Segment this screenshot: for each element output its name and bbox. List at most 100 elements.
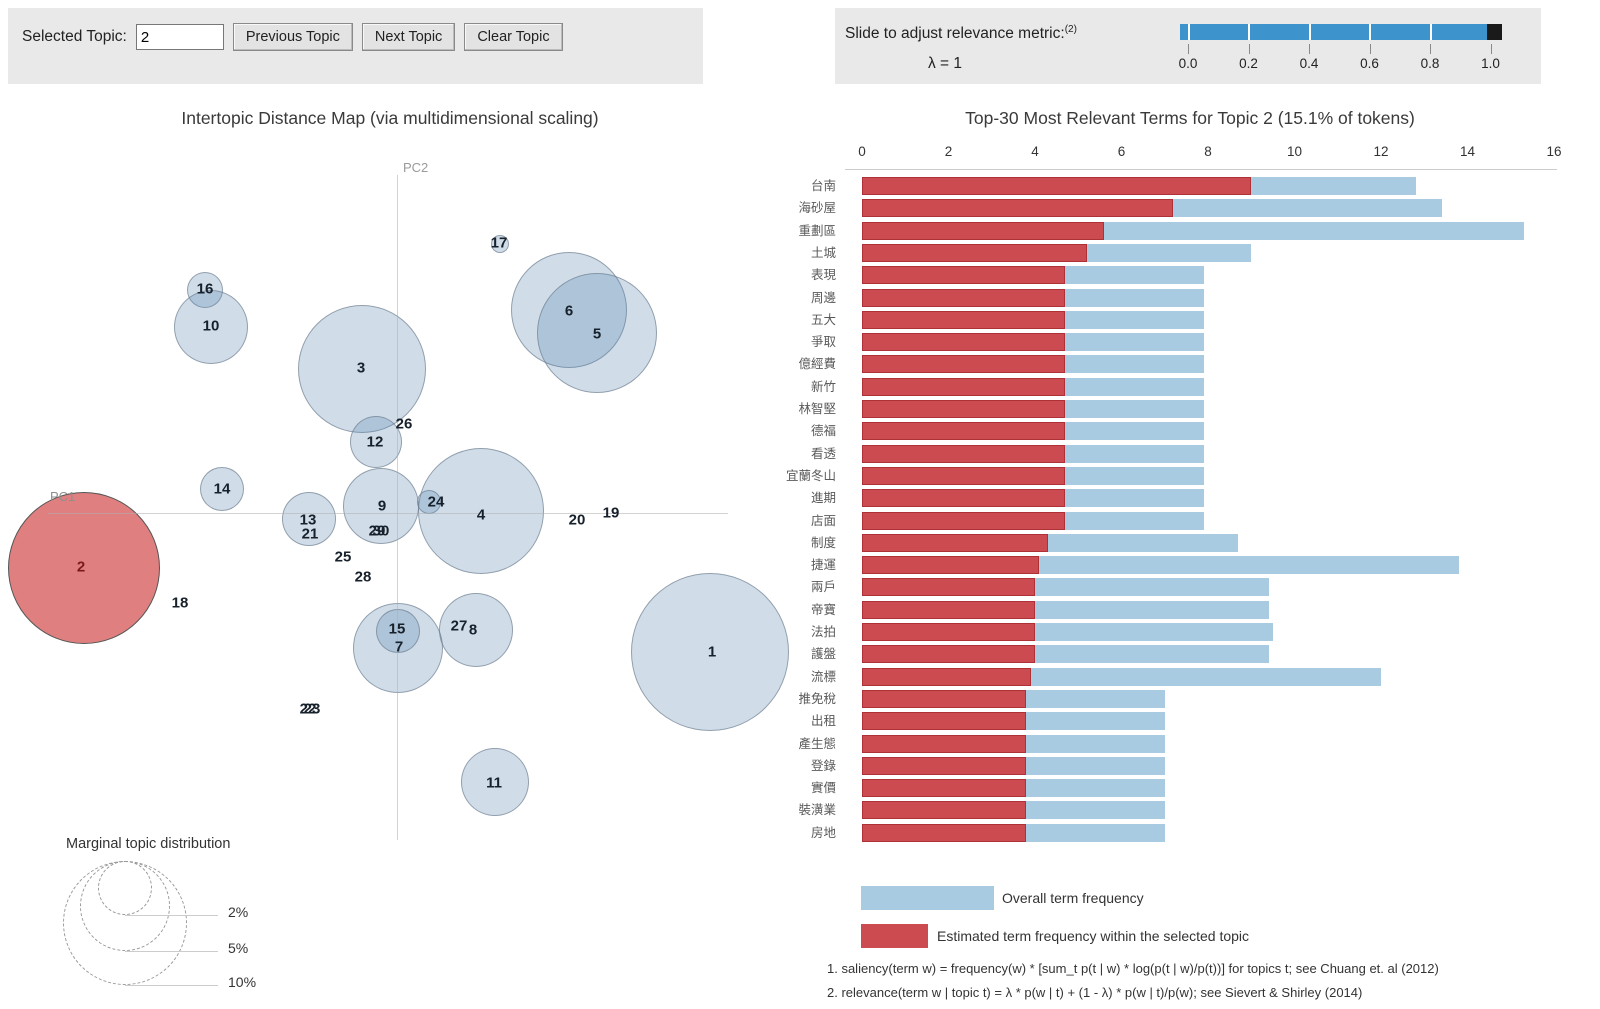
topic-bar-23[interactable] (862, 667, 1031, 686)
slider-segment-divider-0 (1188, 24, 1190, 40)
topic-bar-7[interactable] (862, 310, 1066, 329)
topic-bar-8[interactable] (862, 333, 1066, 352)
topic-bubble-8[interactable] (439, 593, 513, 667)
topic-bubble-2[interactable] (8, 492, 160, 644)
slider-tick-mark-0.0 (1188, 44, 1189, 54)
topic-bar-12[interactable] (862, 422, 1066, 441)
topic-bar-15[interactable] (862, 489, 1066, 508)
term-label-28[interactable]: 實價 (810, 781, 836, 796)
topic-label-29: 29 (368, 522, 386, 540)
slider-segment-divider-3 (1369, 24, 1371, 40)
topic-bubble-12[interactable] (350, 416, 402, 468)
slider-tick-label-0.2: 0.2 (1239, 56, 1258, 71)
topic-bar-2[interactable] (862, 199, 1174, 218)
term-label-29[interactable]: 裝潢業 (798, 803, 836, 818)
term-label-24[interactable]: 推免稅 (798, 691, 836, 706)
topic-bubble-11[interactable] (461, 748, 529, 816)
term-label-10[interactable]: 新竹 (810, 379, 836, 394)
term-label-20[interactable]: 帝寶 (810, 602, 836, 617)
topic-bar-29[interactable] (862, 801, 1027, 820)
term-label-6[interactable]: 周邊 (810, 290, 836, 305)
topic-bar-24[interactable] (862, 689, 1027, 708)
term-label-15[interactable]: 進期 (810, 491, 836, 506)
slider-handle[interactable] (1487, 24, 1502, 40)
term-label-18[interactable]: 捷運 (810, 558, 836, 573)
term-label-8[interactable]: 爭取 (810, 335, 836, 350)
term-label-14[interactable]: 宜蘭冬山 (785, 468, 836, 483)
term-label-9[interactable]: 億經費 (798, 357, 836, 372)
topic-bar-19[interactable] (862, 578, 1035, 597)
topic-bar-4[interactable] (862, 243, 1087, 262)
term-label-23[interactable]: 流標 (810, 669, 836, 684)
topic-label-25: 25 (334, 548, 352, 566)
term-label-25[interactable]: 出租 (810, 714, 836, 729)
topic-bubble-15[interactable] (376, 609, 420, 653)
topic-bar-3[interactable] (862, 221, 1105, 240)
topic-bubble-14[interactable] (200, 467, 244, 511)
term-label-22[interactable]: 護盤 (810, 647, 836, 662)
intertopic-map-title: Intertopic Distance Map (via multidimens… (181, 108, 599, 128)
overall-frequency-swatch (861, 886, 994, 910)
topic-bubble-5[interactable] (537, 273, 657, 393)
term-label-4[interactable]: 土城 (810, 245, 836, 260)
topic-bar-6[interactable] (862, 288, 1066, 307)
topic-bubble-13[interactable] (282, 492, 336, 546)
topic-bar-18[interactable] (862, 556, 1040, 575)
slider-tick-mark-0.8 (1430, 44, 1431, 54)
legend-label-5pct: 5% (228, 940, 249, 956)
overall-frequency-label: Overall term frequency (1002, 890, 1144, 906)
term-label-30[interactable]: 房地 (810, 825, 836, 840)
term-label-26[interactable]: 產生態 (798, 736, 836, 751)
term-label-16[interactable]: 店面 (810, 513, 836, 528)
topic-bar-30[interactable] (862, 823, 1027, 842)
topic-bar-10[interactable] (862, 377, 1066, 396)
selected-frequency-label: Estimated term frequency within the sele… (937, 928, 1250, 944)
term-label-12[interactable]: 德福 (810, 424, 836, 439)
previous-topic-button[interactable]: Previous Topic (232, 23, 353, 51)
topic-bar-25[interactable] (862, 712, 1027, 731)
topic-bar-20[interactable] (862, 600, 1035, 619)
topic-bar-27[interactable] (862, 756, 1027, 775)
topic-bar-11[interactable] (862, 400, 1066, 418)
topic-bubble-3[interactable] (298, 305, 426, 433)
topic-label-8: 8 (468, 621, 478, 639)
topic-bar-9[interactable] (862, 355, 1066, 374)
next-topic-button[interactable]: Next Topic (361, 23, 456, 51)
topic-bar-13[interactable] (862, 444, 1066, 463)
lambda-value: λ = 1 (928, 55, 963, 72)
term-label-7[interactable]: 五大 (810, 312, 836, 327)
topic-bar-14[interactable] (862, 466, 1066, 485)
topic-label-14: 14 (213, 480, 231, 498)
term-label-27[interactable]: 登錄 (810, 758, 836, 773)
legend-line-5pct (125, 951, 218, 952)
topic-bubble-1[interactable] (631, 573, 789, 731)
topic-bubble-17[interactable] (491, 235, 509, 253)
bar-xtick-8: 8 (1204, 144, 1212, 159)
topic-bubble-10[interactable] (174, 290, 248, 364)
topic-bar-5[interactable] (862, 266, 1066, 285)
term-label-3[interactable]: 重劃區 (798, 223, 836, 238)
selected-topic-input[interactable] (135, 24, 224, 50)
term-label-1[interactable]: 台南 (810, 179, 836, 193)
term-label-21[interactable]: 法拍 (810, 625, 836, 639)
term-label-11[interactable]: 林智堅 (798, 402, 836, 416)
relevance-slider-track[interactable] (1180, 24, 1502, 40)
term-label-19[interactable]: 兩戶 (810, 580, 836, 595)
topic-label-24: 24 (427, 493, 445, 511)
topic-bar-22[interactable] (862, 645, 1035, 664)
topic-bar-17[interactable] (862, 533, 1048, 552)
term-label-2[interactable]: 海砂屋 (798, 201, 836, 216)
term-label-13[interactable]: 看透 (810, 446, 836, 461)
term-label-17[interactable]: 制度 (810, 535, 836, 550)
topic-bar-16[interactable] (862, 511, 1066, 530)
clear-topic-button[interactable]: Clear Topic (464, 23, 563, 51)
selected-topic-label: Selected Topic: (22, 28, 127, 45)
topic-bubble-4[interactable] (418, 448, 544, 574)
topic-bar-21[interactable] (862, 623, 1035, 641)
topic-label-10: 10 (202, 317, 220, 335)
topic-bar-1[interactable] (862, 177, 1252, 195)
bar-xtick-2: 2 (944, 144, 953, 159)
term-label-5[interactable]: 表現 (810, 268, 836, 283)
topic-bar-26[interactable] (862, 734, 1027, 753)
topic-bar-28[interactable] (862, 779, 1027, 798)
